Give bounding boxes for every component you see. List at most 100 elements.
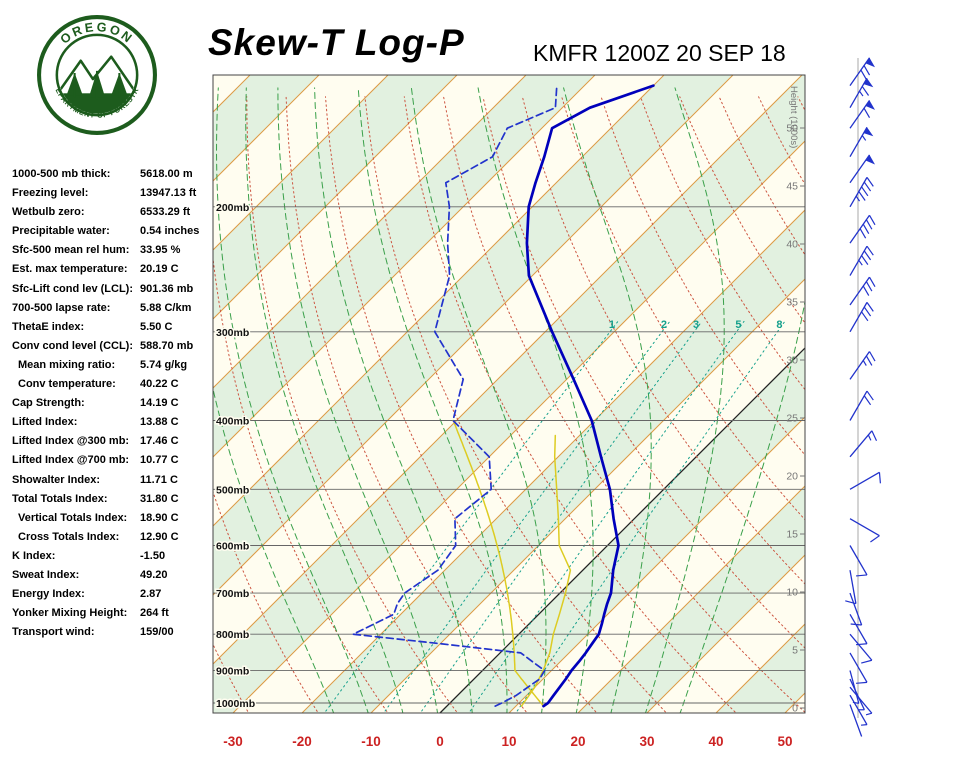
moist-adiabat [679,298,805,713]
index-label: Cap Strength: [12,397,85,410]
pressure-label: 400mb [216,416,249,428]
index-label: Lifted Index @700 mb: [12,454,130,467]
index-row: Vertical Totals Index: 18.90 C [12,509,214,528]
index-row: Precipitable water: 0.54 inches [12,222,214,241]
isotherm [232,140,805,713]
wetbulb-line [520,434,572,707]
isotherm [301,209,805,713]
height-axis-label: 15 [786,529,798,541]
mixing-ratio-line [383,320,671,713]
mixing-ratio-line [323,320,619,713]
wind-barb [849,100,876,129]
index-value: 20.19 C [140,263,179,276]
index-label: Conv temperature: [18,378,116,391]
index-row: Sfc-Lift cond lev (LCL): 901.36 mb [12,280,214,299]
pressure-label: 700mb [216,588,249,600]
height-axis-label: 40 [786,239,798,251]
index-label: Wetbulb zero: [12,206,85,219]
index-label: Total Totals Index: [12,492,108,505]
isotherm-band [213,75,805,713]
index-row: Wetbulb zero: 6533.29 ft [12,203,214,222]
moist-adiabat [277,87,439,713]
wind-barb [849,670,860,704]
index-row: Freezing level: 13947.13 ft [12,184,214,203]
index-value: 588.70 mb [140,339,194,352]
index-value: 5.88 C/km [140,301,192,314]
moist-adiabat [216,87,369,713]
wind-barb [849,245,874,276]
index-label: Vertical Totals Index: [18,511,128,524]
height-axis-label: 0 [792,703,798,715]
wind-barb [849,57,876,87]
page-title: Skew-T Log-P [208,22,465,63]
index-value: 6533.29 ft [140,206,191,219]
wind-barb [849,545,868,577]
index-label: Est. max temperature: [12,263,128,276]
index-label: Conv cond level (CCL): [12,339,134,352]
dry-adiabat [837,97,960,715]
index-row: Est. max temperature: 20.19 C [12,260,214,279]
index-label: 1000-500 mb thick: [12,168,111,180]
height-axis-label: 35 [786,297,798,309]
pressure-label: 500mb [216,484,249,496]
index-row: Showalter Index: 11.71 C [12,471,214,490]
index-value: 5618.00 m [140,168,193,180]
moist-adiabat [644,87,725,713]
pressure-label: 600mb [216,541,249,553]
index-label: 700-500 lapse rate: [12,301,111,314]
mixing-ratio-label: 3 [693,319,699,331]
height-axis-label: 5 [792,645,798,657]
wind-barb [849,214,876,244]
moist-adiabat [314,87,473,713]
index-value: 264 ft [140,607,169,620]
isotherm [213,75,803,665]
index-value: 18.90 C [140,511,179,524]
index-value: 13.88 C [140,416,179,429]
wind-barb [849,177,874,208]
index-value: -1.50 [140,549,166,562]
wind-barb [849,77,874,108]
index-label: Transport wind: [12,626,95,639]
index-value: 31.80 C [140,492,179,505]
isotherm [646,554,805,713]
index-row: Cross Totals Index: 12.90 C [12,528,214,547]
indices-panel: 1000-500 mb thick: 5618.00 m Freezing leve… [12,165,214,642]
index-value: 49.20 [140,568,168,581]
index-value: 17.46 C [140,435,179,448]
wind-barb [849,276,876,306]
dry-adiabat [246,96,459,713]
temperature-line [525,84,655,708]
wind-barb [849,351,876,380]
index-value: 33.95 % [140,244,181,257]
wind-barb [849,471,882,490]
index-value: 5.74 g/kg [140,358,188,371]
isotherm [213,75,389,251]
index-row: Yonker Mixing Height: 264 ft [12,604,214,623]
isotherm [213,75,458,320]
index-row: Lifted Index: 13.88 C [12,413,214,432]
dry-adiabat [213,643,250,713]
odf-logo: OREGON DEPARTMENT OF FORESTRY [36,14,157,135]
mixing-ratio-label: 8 [776,319,782,331]
dry-adiabat [521,96,805,585]
dry-adiabat [482,96,805,649]
dry-adiabat [600,96,805,456]
isotherm [213,75,734,596]
wind-barb [849,686,873,716]
moist-adiabat [357,87,508,713]
index-value: 901.36 mb [140,282,194,295]
wind-barb [849,302,874,333]
temp-axis-label: -20 [292,734,312,749]
index-row: ThetaE index: 5.50 C [12,318,214,337]
index-label: Lifted Index: [12,416,78,429]
wind-barb [849,652,868,684]
wind-barb [845,570,857,605]
wind-barb [849,518,880,543]
index-label: K Index: [12,549,56,562]
isotherm [213,75,596,458]
height-axis-label: 20 [786,471,798,483]
index-row: Lifted Index @300 mb: 17.46 C [12,432,214,451]
index-label: Cross Totals Index: [18,530,120,543]
